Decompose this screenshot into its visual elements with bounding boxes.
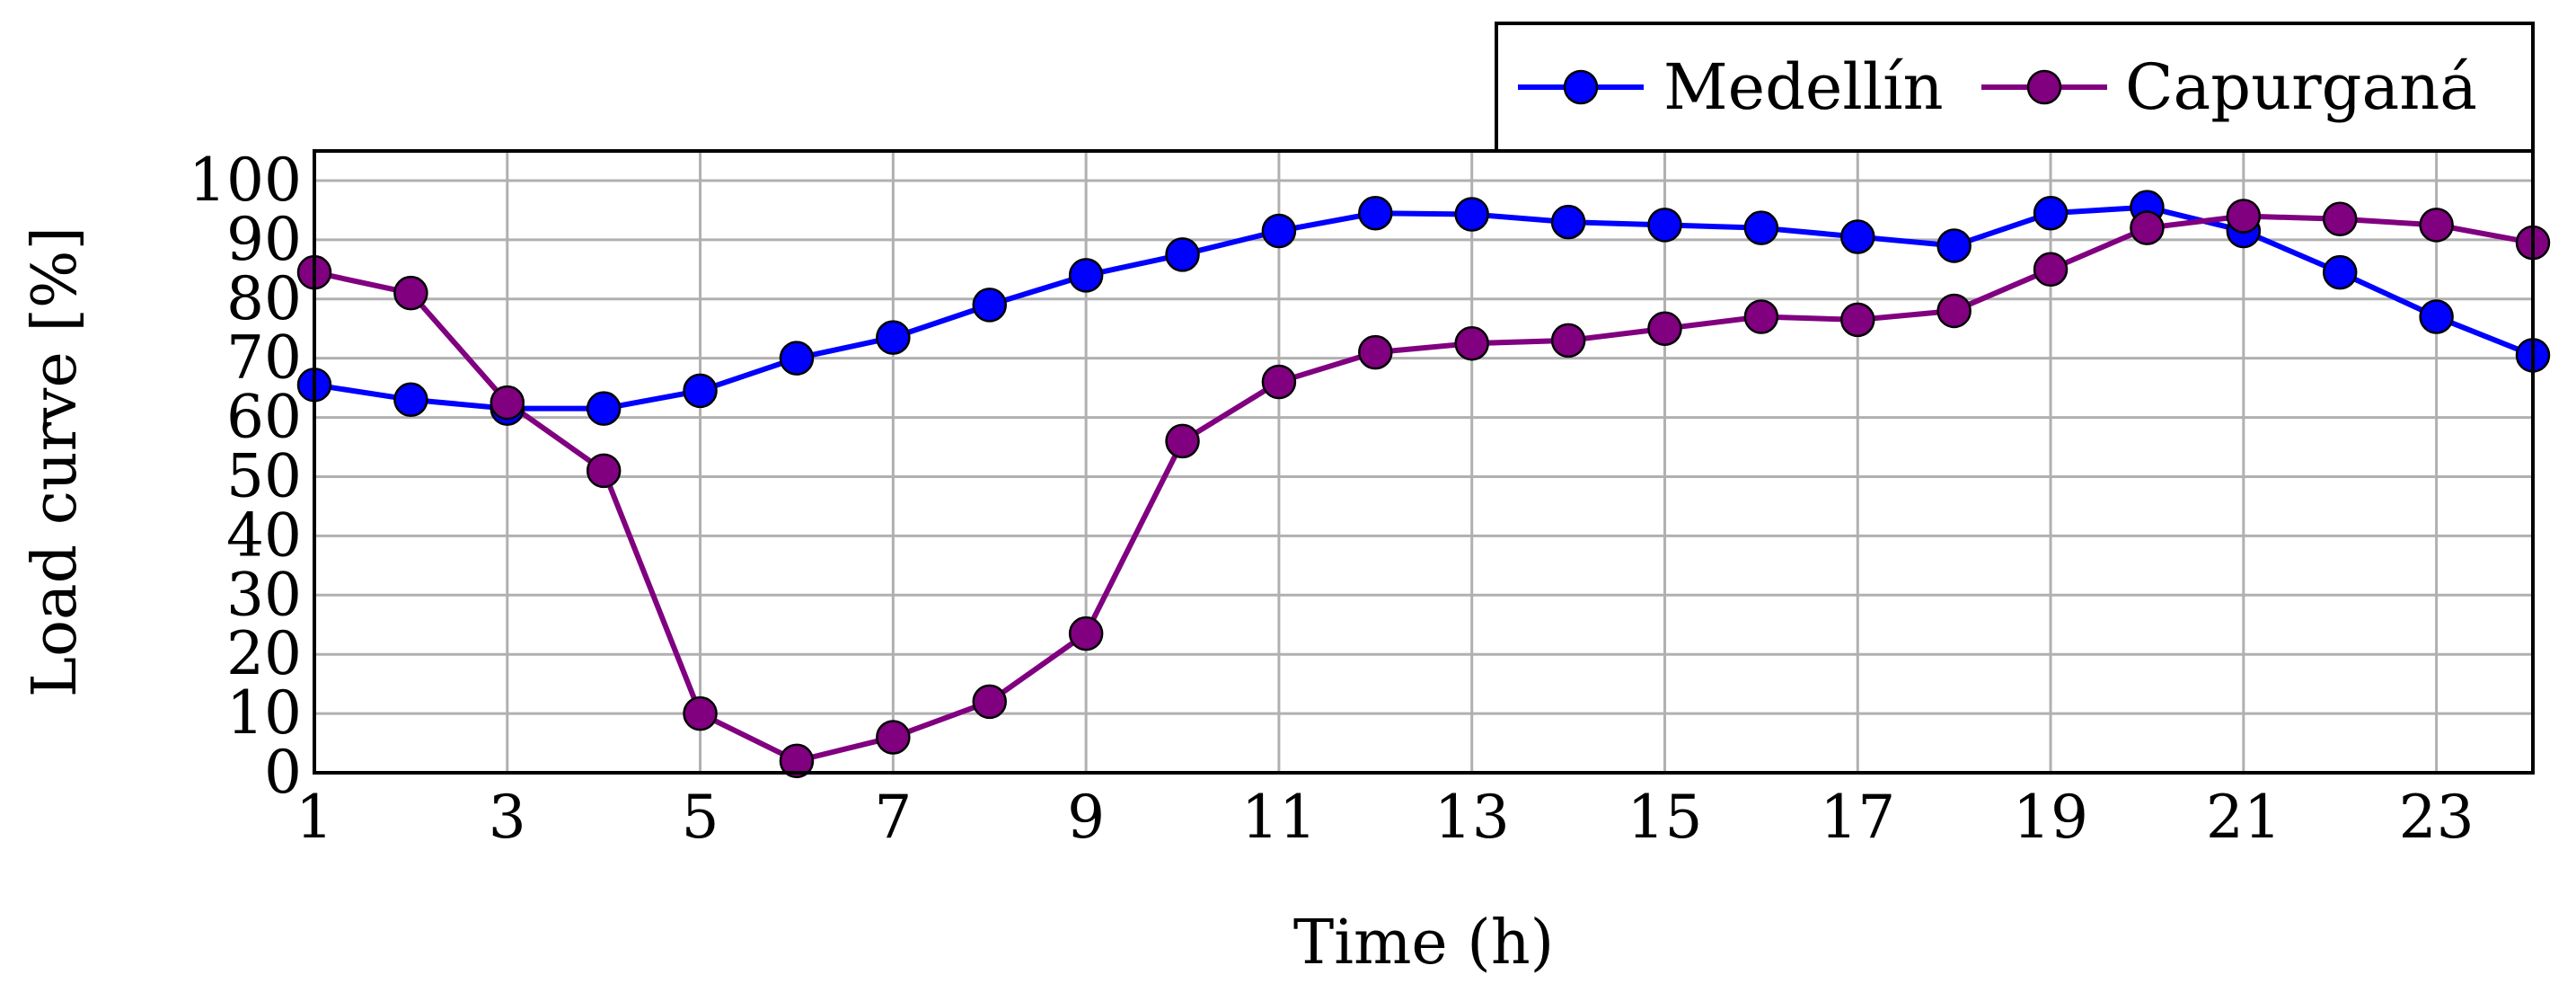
data-point — [683, 373, 718, 409]
data-point — [1936, 228, 1972, 263]
y-tick-label: 90 — [226, 205, 302, 274]
grid — [313, 151, 2533, 775]
data-point — [1165, 423, 1200, 459]
data-point — [1550, 204, 1586, 240]
data-point — [876, 320, 911, 355]
data-point — [683, 695, 718, 731]
x-tick-label: 19 — [2013, 783, 2088, 852]
data-point — [393, 275, 428, 311]
data-point — [2033, 252, 2069, 288]
x-axis-title: Time (h) — [1293, 908, 1554, 979]
legend-label: Capurganá — [2125, 50, 2477, 124]
y-tick-label: 0 — [264, 738, 302, 807]
data-point — [2130, 210, 2165, 245]
y-tick-label: 50 — [226, 441, 302, 510]
data-point — [972, 684, 1007, 720]
x-tick-label: 21 — [2206, 783, 2281, 852]
data-point — [1358, 334, 1393, 370]
x-tick-label: 7 — [874, 783, 912, 852]
data-point — [972, 288, 1007, 323]
x-tick-label: 13 — [1434, 783, 1510, 852]
y-tick-label: 60 — [226, 383, 302, 452]
data-point — [1454, 197, 1489, 232]
series-lines — [313, 204, 2535, 764]
y-tick-label: 10 — [226, 678, 302, 748]
data-point — [1550, 323, 1586, 359]
data-point — [1165, 237, 1200, 272]
x-tick-labels: 1 3 5 7 9 11 13 15 17 19 21 23 — [296, 783, 2475, 852]
series-line — [313, 204, 2535, 412]
data-point — [1647, 311, 1682, 346]
data-point — [876, 720, 911, 755]
data-point — [1261, 364, 1297, 400]
data-point — [1743, 299, 1779, 334]
y-tick-label: 80 — [226, 264, 302, 333]
data-point — [586, 453, 622, 489]
data-point — [2322, 254, 2358, 290]
data-point — [586, 391, 622, 426]
data-point — [1840, 219, 1875, 254]
series-points — [296, 190, 2551, 779]
plot-frame — [313, 149, 2535, 775]
data-point — [2033, 195, 2069, 231]
y-tick-label: 40 — [226, 500, 302, 570]
y-tick-label: 70 — [226, 323, 302, 393]
legend-label: Medellín — [1663, 50, 1944, 124]
x-tick-label: 5 — [682, 783, 719, 852]
x-tick-label: 17 — [1820, 783, 1895, 852]
x-tick-label: 3 — [489, 783, 526, 852]
legend: Medellín Capurganá — [1495, 22, 2535, 153]
data-point — [1936, 293, 1972, 329]
data-point — [2226, 199, 2262, 234]
data-point — [1068, 258, 1104, 293]
x-tick-label: 15 — [1627, 783, 1702, 852]
data-point — [1840, 302, 1875, 338]
y-tick-label: 30 — [226, 560, 302, 629]
y-tick-label: 100 — [189, 146, 302, 215]
data-point — [1647, 208, 1682, 243]
data-point — [779, 341, 815, 376]
legend-marker — [1563, 69, 1599, 105]
data-point — [1261, 213, 1297, 249]
x-tick-label: 23 — [2399, 783, 2475, 852]
legend-marker — [2026, 69, 2062, 105]
data-point — [2419, 299, 2454, 334]
x-tick-label: 11 — [1241, 783, 1317, 852]
data-point — [1743, 210, 1779, 245]
data-point — [2322, 201, 2358, 237]
data-point — [779, 743, 815, 779]
y-axis-title: Load curve [%] — [20, 226, 91, 697]
data-point — [1358, 195, 1393, 231]
data-point — [1454, 325, 1489, 361]
data-point — [2419, 208, 2454, 243]
data-point — [393, 382, 428, 418]
x-tick-label: 9 — [1067, 783, 1105, 852]
legend-items: Medellín Capurganá — [1518, 50, 2477, 124]
data-point — [490, 385, 525, 421]
x-tick-label: 1 — [296, 783, 333, 852]
y-tick-label: 20 — [226, 619, 302, 688]
data-point — [1068, 616, 1104, 651]
